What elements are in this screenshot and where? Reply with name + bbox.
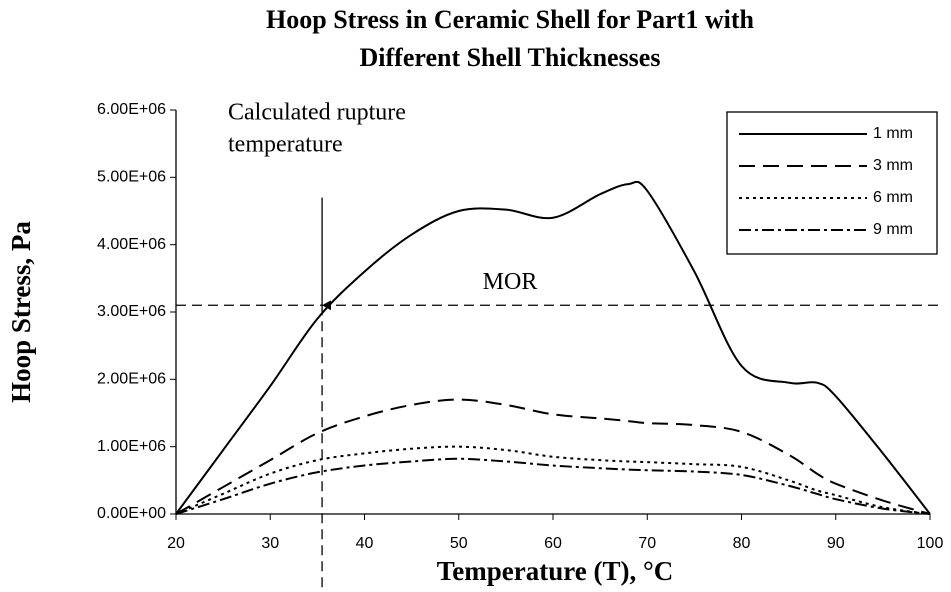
x-tick-label: 90 bbox=[827, 535, 845, 552]
y-tick-label: 6.00E+06 bbox=[97, 101, 166, 118]
y-tick-label: 3.00E+06 bbox=[97, 303, 166, 320]
legend-label: 3 mm bbox=[873, 157, 913, 174]
x-tick-label: 70 bbox=[638, 535, 656, 552]
series-line bbox=[175, 398, 931, 515]
series-line bbox=[175, 457, 931, 515]
x-tick-label: 50 bbox=[450, 535, 468, 552]
y-tick-label: 4.00E+06 bbox=[97, 236, 166, 253]
y-tick-label: 0.00E+00 bbox=[97, 505, 166, 522]
x-axis-label: Temperature (T), °C bbox=[437, 556, 674, 586]
y-tick-label: 1.00E+06 bbox=[97, 438, 166, 455]
series-line bbox=[175, 180, 931, 515]
x-tick-label: 20 bbox=[167, 535, 185, 552]
legend-label: 6 mm bbox=[873, 189, 913, 206]
legend-label: 9 mm bbox=[873, 221, 913, 238]
mor-label: MOR bbox=[483, 269, 538, 295]
x-tick-label: 100 bbox=[917, 535, 944, 552]
x-tick-label: 40 bbox=[356, 535, 374, 552]
series-line bbox=[175, 445, 931, 515]
y-tick-label: 2.00E+06 bbox=[97, 371, 166, 388]
legend-label: 1 mm bbox=[873, 125, 913, 142]
y-tick-label: 5.00E+06 bbox=[97, 169, 166, 186]
x-tick-label: 80 bbox=[733, 535, 751, 552]
chart-title: Different Shell Thicknesses bbox=[360, 43, 661, 72]
x-tick-label: 30 bbox=[261, 535, 279, 552]
x-tick-label: 60 bbox=[544, 535, 562, 552]
y-axis-label: Hoop Stress, Pa bbox=[6, 221, 36, 403]
rupture-label: temperature bbox=[228, 132, 343, 158]
chart-title: Hoop Stress in Ceramic Shell for Part1 w… bbox=[266, 5, 754, 34]
rupture-label: Calculated rupture bbox=[228, 100, 406, 126]
